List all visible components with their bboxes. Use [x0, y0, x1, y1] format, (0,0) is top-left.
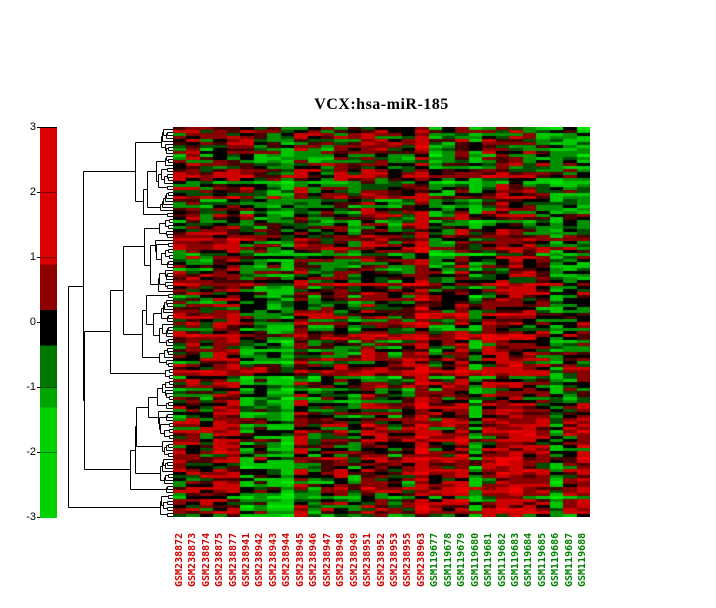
column-label: GSM238953 — [388, 532, 400, 587]
column-label: GSM238945 — [294, 532, 306, 587]
column-label: GSM238944 — [281, 532, 293, 587]
heatmap-canvas — [173, 127, 590, 517]
colorbar-tick — [37, 322, 40, 323]
colorbar-tick — [37, 127, 40, 128]
column-label: GSM238875 — [214, 532, 226, 587]
colorbar-tick-line — [40, 452, 57, 453]
column-label: GSM119688 — [577, 532, 589, 587]
column-label: GSM238955 — [402, 532, 414, 587]
colorbar-tick-label: -1 — [26, 381, 36, 393]
column-label: GSM238952 — [375, 532, 387, 587]
colorbar — [40, 127, 57, 518]
colorbar-tick-line — [40, 257, 57, 258]
column-label: GSM238948 — [335, 532, 347, 587]
colorbar-tick-label: 2 — [29, 186, 36, 198]
column-label: GSM119683 — [510, 532, 522, 587]
colorbar-tick-label: 3 — [29, 121, 36, 133]
colorbar-tick-line — [40, 322, 57, 323]
column-label: GSM238873 — [187, 532, 199, 587]
colorbar-tick-label: -3 — [26, 511, 36, 523]
column-label: GSM119677 — [429, 532, 441, 587]
colorbar-tick — [37, 192, 40, 193]
column-label: GSM238941 — [240, 532, 252, 587]
column-label: GSM119682 — [496, 532, 508, 587]
column-label: GSM238877 — [227, 532, 239, 587]
column-label: GSM238949 — [348, 532, 360, 587]
colorbar-tick-label: 1 — [29, 251, 36, 263]
colorbar-tick — [37, 452, 40, 453]
colorbar-tick-line — [40, 192, 57, 193]
column-label: GSM238942 — [254, 532, 266, 587]
column-label: GSM238943 — [267, 532, 279, 587]
column-label: GSM238946 — [308, 532, 320, 587]
column-label: GSM119678 — [442, 532, 454, 587]
column-label: GSM119681 — [483, 532, 495, 587]
row-dendrogram — [68, 129, 173, 517]
column-label: GSM238872 — [173, 532, 185, 587]
colorbar-tick-label: -2 — [26, 446, 36, 458]
column-label: GSM238874 — [200, 532, 212, 587]
column-label: GSM119686 — [550, 532, 562, 587]
dendrogram-lines — [68, 129, 173, 517]
column-label: GSM119687 — [563, 532, 575, 587]
column-label: GSM119684 — [523, 532, 535, 587]
column-label: GSM238947 — [321, 532, 333, 587]
colorbar-tick — [37, 257, 40, 258]
colorbar-tick — [37, 387, 40, 388]
column-label: GSM119679 — [456, 532, 468, 587]
column-label: GSM119680 — [469, 532, 481, 587]
column-label: GSM238951 — [362, 532, 374, 587]
column-label: GSM238963 — [415, 532, 427, 587]
colorbar-tick-line — [40, 387, 57, 388]
colorbar-tick — [37, 517, 40, 518]
colorbar-tick-label: 0 — [29, 316, 36, 328]
column-label: GSM119685 — [536, 532, 548, 587]
figure-title: VCX:hsa-miR-185 — [314, 96, 449, 113]
